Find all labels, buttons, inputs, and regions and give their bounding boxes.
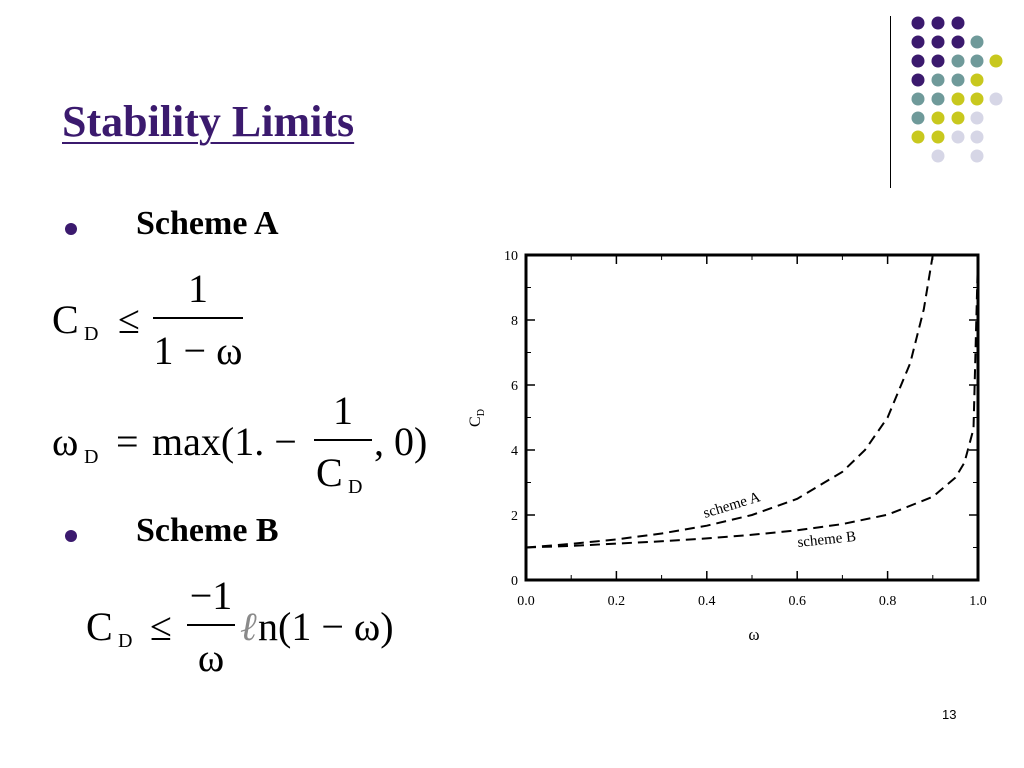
decorative-dot bbox=[931, 92, 945, 106]
x-tick-label: 0.0 bbox=[517, 594, 535, 609]
x-tick-label: 0.4 bbox=[698, 594, 716, 609]
eq-a2-rel: = bbox=[116, 419, 139, 464]
eq-a2-suffix: , 0) bbox=[374, 419, 427, 464]
decorative-dot bbox=[911, 111, 925, 125]
axis-ticks bbox=[525, 254, 979, 581]
x-axis-label: ω bbox=[748, 625, 759, 644]
decorative-dot bbox=[931, 130, 945, 144]
eq-b1-ell: ℓ bbox=[240, 604, 257, 649]
scheme-b-heading: Scheme B bbox=[136, 512, 279, 549]
decorative-dot-pattern bbox=[911, 16, 1003, 163]
eq-b1-rel: ≤ bbox=[150, 604, 172, 649]
x-tick-label: 1.0 bbox=[969, 594, 987, 609]
decorative-divider-line bbox=[890, 16, 891, 188]
scheme-a-label: scheme A bbox=[701, 489, 762, 522]
y-tick-label: 0 bbox=[511, 574, 518, 589]
plot-frame bbox=[524, 253, 980, 582]
equation-scheme-b-cd: C D ≤ −1 ω ℓ n(1 − ω) bbox=[86, 573, 394, 680]
page-number: 13 bbox=[942, 707, 957, 722]
x-tick-label: 0.8 bbox=[879, 594, 897, 609]
eq-b1-denominator: ω bbox=[198, 635, 224, 680]
y-tick-label: 10 bbox=[504, 249, 518, 264]
bullet-icon bbox=[65, 223, 77, 235]
decorative-dot bbox=[911, 130, 925, 144]
decorative-dot bbox=[970, 73, 984, 87]
equation-scheme-a-omega: ω D = max(1. − 1 C D , 0) bbox=[52, 388, 427, 498]
eq-a2-numerator: 1 bbox=[333, 388, 353, 433]
x-tick-label: 0.2 bbox=[608, 594, 626, 609]
eq-b1-numerator: −1 bbox=[190, 573, 233, 618]
decorative-dot bbox=[951, 73, 965, 87]
y-axis-label: CD bbox=[467, 409, 487, 427]
equations: C D ≤ 1 1 − ω ω D = max(1. − 1 C D , 0) … bbox=[52, 266, 427, 680]
decorative-dot bbox=[970, 54, 984, 68]
bullet-icon bbox=[65, 530, 77, 542]
eq-b1-lhs-sub: D bbox=[118, 630, 132, 652]
y-tick-label: 2 bbox=[511, 509, 518, 524]
decorative-dot bbox=[911, 54, 925, 68]
eq-a2-den: C bbox=[316, 450, 343, 495]
y-tick-label: 4 bbox=[511, 444, 518, 459]
decorative-dot bbox=[970, 35, 984, 49]
eq-a2-den-sub: D bbox=[348, 476, 362, 498]
scheme-b-line bbox=[525, 254, 979, 549]
decorative-dot bbox=[951, 35, 965, 49]
decorative-dot bbox=[911, 35, 925, 49]
y-axis-label-main: C bbox=[467, 416, 484, 427]
eq-a2-lhs-sub: D bbox=[84, 446, 98, 468]
scheme-a-line bbox=[525, 254, 934, 549]
decorative-dot bbox=[951, 130, 965, 144]
decorative-dot bbox=[911, 16, 925, 30]
decorative-dot bbox=[931, 35, 945, 49]
decorative-dot bbox=[951, 54, 965, 68]
decorative-dot bbox=[951, 111, 965, 125]
page-title: Stability Limits bbox=[62, 97, 355, 146]
eq-b1-lhs: C bbox=[86, 604, 113, 649]
decorative-dot bbox=[931, 73, 945, 87]
eq-a1-rel: ≤ bbox=[118, 297, 140, 342]
scheme-a-heading: Scheme A bbox=[136, 205, 279, 242]
y-tick-label: 8 bbox=[511, 314, 518, 329]
y-tick-label: 6 bbox=[511, 379, 518, 394]
eq-a2-lhs: ω bbox=[52, 419, 78, 464]
eq-a1-denominator: 1 − ω bbox=[154, 328, 243, 373]
decorative-dot bbox=[931, 111, 945, 125]
decorative-dot bbox=[951, 92, 965, 106]
decorative-dot bbox=[931, 54, 945, 68]
decorative-dot bbox=[951, 16, 965, 30]
decorative-dot bbox=[970, 149, 984, 163]
eq-a1-numerator: 1 bbox=[188, 266, 208, 311]
decorative-dot bbox=[931, 16, 945, 30]
x-tick-label: 0.6 bbox=[788, 594, 806, 609]
decorative-dot bbox=[970, 92, 984, 106]
eq-a1-lhs-sub: D bbox=[84, 323, 98, 345]
decorative-dot bbox=[989, 54, 1003, 68]
decorative-dot bbox=[970, 130, 984, 144]
scheme-b-label: scheme B bbox=[797, 529, 857, 551]
eq-a2-prefix: max(1. − bbox=[152, 419, 297, 464]
decorative-dot bbox=[970, 111, 984, 125]
eq-b1-func: n(1 − ω) bbox=[258, 604, 394, 649]
decorative-dot bbox=[911, 73, 925, 87]
decorative-dot bbox=[911, 92, 925, 106]
y-axis-label-sub: D bbox=[476, 409, 487, 416]
decorative-dot bbox=[989, 92, 1003, 106]
decorative-dot bbox=[931, 149, 945, 163]
series-lines bbox=[525, 254, 979, 549]
equation-scheme-a-cd: C D ≤ 1 1 − ω bbox=[52, 266, 243, 373]
eq-a1-lhs: C bbox=[52, 297, 79, 342]
